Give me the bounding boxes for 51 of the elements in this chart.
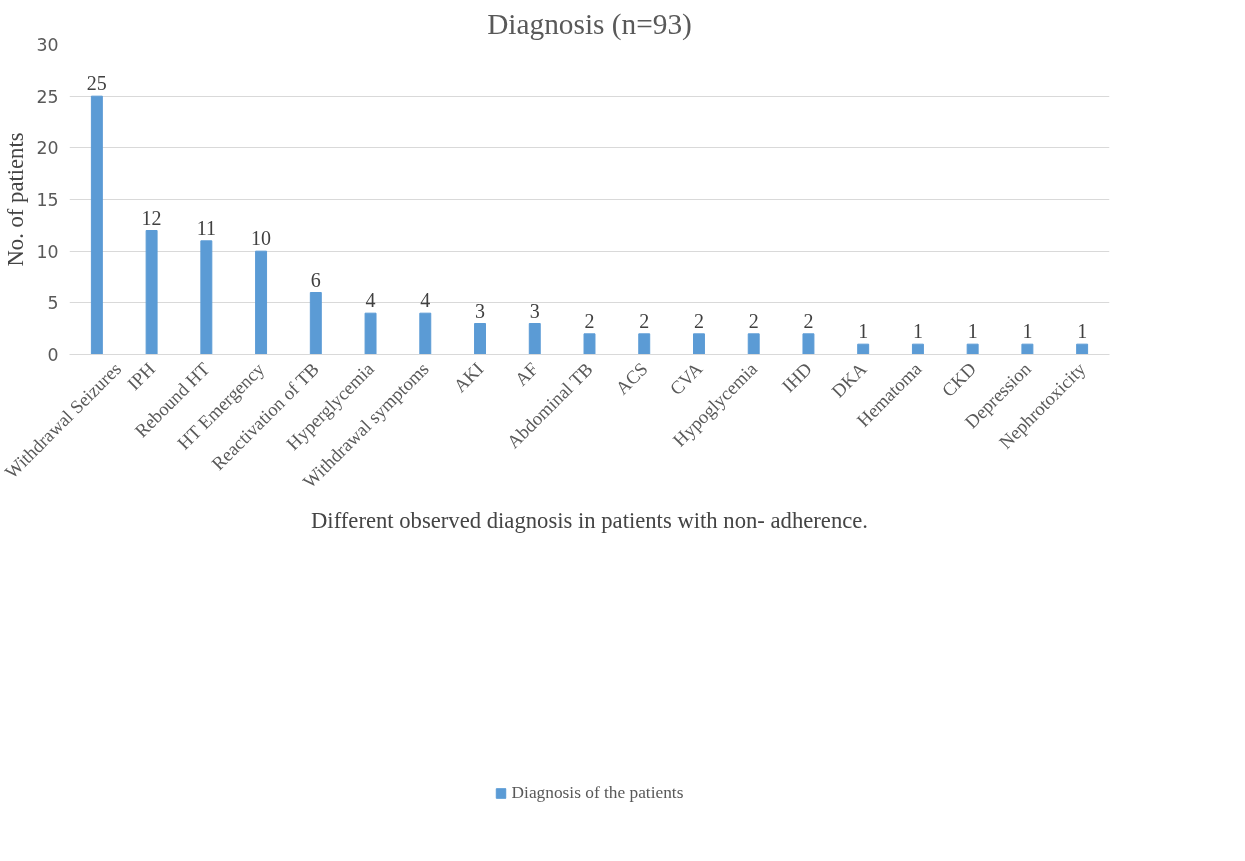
data-label: 11 — [196, 216, 216, 239]
data-label: 1 — [967, 320, 978, 343]
x-tick-label: IHD — [777, 358, 816, 397]
data-label: 2 — [639, 309, 650, 332]
bar — [145, 230, 158, 355]
bar — [583, 333, 596, 355]
data-label: 3 — [475, 299, 486, 322]
bar — [419, 312, 432, 355]
y-tick-label: 10 — [36, 241, 59, 262]
bar — [255, 250, 268, 355]
bar — [474, 323, 486, 355]
y-tick-label: 25 — [36, 86, 59, 107]
bar — [309, 292, 322, 355]
bar — [802, 333, 815, 355]
data-label: 4 — [365, 289, 376, 312]
bar — [364, 312, 377, 355]
bar — [528, 323, 541, 355]
data-label: 1 — [858, 320, 869, 343]
data-label: 6 — [310, 268, 321, 291]
data-label: 2 — [584, 309, 595, 332]
bar — [747, 333, 760, 355]
data-label: 2 — [803, 309, 814, 332]
data-label: 12 — [141, 206, 162, 229]
bar — [966, 343, 979, 355]
data-label: 10 — [251, 227, 272, 250]
y-tick-label: 15 — [36, 190, 59, 210]
y-tick-label: 0 — [47, 345, 59, 365]
y-axis-title: No. of patients — [3, 132, 29, 267]
data-label: 1 — [1022, 320, 1033, 343]
bar — [1076, 343, 1089, 355]
bar — [911, 343, 924, 355]
data-label: 3 — [529, 299, 540, 322]
bar — [90, 95, 103, 355]
y-tick-label: 30 — [36, 35, 59, 55]
data-label: 1 — [1077, 320, 1088, 343]
bar — [693, 333, 705, 355]
data-label: 4 — [420, 289, 431, 312]
x-tick-label: AKI — [449, 358, 488, 397]
data-label: 2 — [748, 309, 759, 332]
y-tick-label: 20 — [36, 138, 59, 159]
data-label: 25 — [86, 72, 107, 95]
legend-label: Diagnosis of the patients — [511, 783, 684, 803]
bar — [857, 343, 870, 355]
bar — [200, 240, 213, 355]
bar — [1021, 343, 1034, 355]
data-label: 1 — [912, 320, 923, 343]
data-label: 2 — [693, 309, 704, 332]
y-tick-label: 5 — [47, 293, 59, 314]
chart-title: Diagnosis (n=93) — [487, 7, 692, 41]
x-axis-title: Different observed diagnosis in patients with non- adherence. — [310, 507, 869, 533]
bar — [638, 333, 651, 355]
